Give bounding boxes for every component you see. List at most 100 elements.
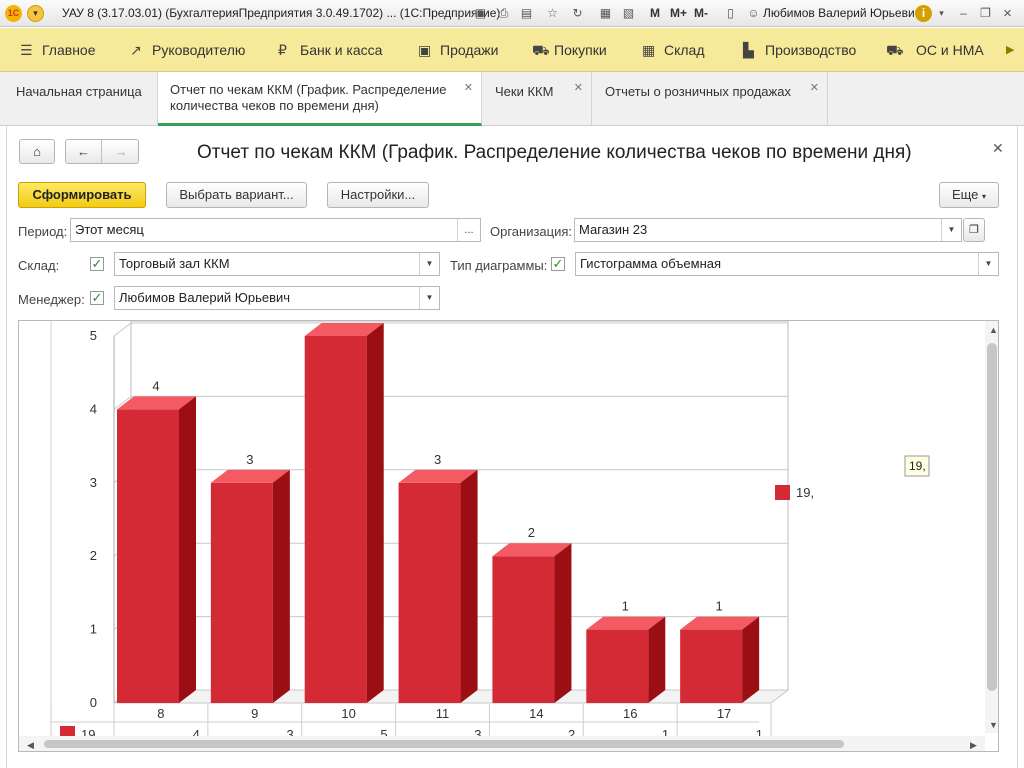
section-warehouse[interactable]: ▦ Склад	[642, 28, 705, 72]
bar-side	[179, 396, 196, 703]
bar-data-label: 3	[434, 452, 441, 467]
chart-type-value: Гистограмма объемная	[580, 256, 722, 271]
forward-arrow-icon[interactable]: →	[114, 144, 128, 159]
bar-top	[210, 469, 290, 483]
section-label: Банк и касса	[300, 42, 383, 58]
minimize-icon[interactable]: –	[960, 6, 967, 20]
ruble-icon: ₽	[278, 42, 287, 58]
history-icon[interactable]: ↻	[572, 6, 583, 20]
calculator-icon[interactable]: ▦	[599, 6, 612, 20]
select-variant-button[interactable]: Выбрать вариант...	[166, 182, 307, 208]
bar-top	[492, 543, 572, 557]
chevron-down-icon[interactable]: ▼	[419, 287, 439, 309]
scroll-left-icon[interactable]: ◀	[27, 740, 34, 750]
scroll-down-icon[interactable]: ▼	[989, 720, 998, 730]
section-label: Главное	[42, 42, 96, 58]
tooltip-text: 19,	[909, 459, 926, 473]
tab-home[interactable]: Начальная страница	[6, 72, 158, 126]
check-icon: ✓	[91, 290, 103, 305]
panels-icon[interactable]: ▯	[727, 6, 734, 20]
period-label: Период:	[18, 224, 68, 239]
table-value: 1	[662, 727, 669, 742]
section-assets[interactable]: ⛟ ОС и НМА	[886, 28, 984, 72]
generate-button[interactable]: Сформировать	[18, 182, 146, 208]
info-dropdown-icon[interactable]: ▾	[939, 8, 944, 18]
section-purchases[interactable]: ⛟ Покупки	[532, 28, 607, 72]
close-window-icon[interactable]: ×	[1003, 5, 1012, 22]
organization-field[interactable]: Магазин 23 ▼	[574, 218, 962, 242]
tab-report[interactable]: Отчет по чекам ККМ (График. Распределени…	[158, 72, 482, 126]
warehouse-checkbox[interactable]: ✓	[90, 257, 104, 271]
save-icon[interactable]: ▣	[474, 6, 487, 20]
x-tick-label: 8	[157, 706, 164, 721]
chevron-down-icon[interactable]: ▼	[419, 253, 439, 275]
vertical-scrollbar-thumb[interactable]	[987, 343, 997, 691]
nav-buttons: ← →	[65, 139, 139, 164]
preview-icon[interactable]: ▤	[520, 6, 533, 20]
table-value: 5	[380, 727, 387, 742]
close-tab-icon[interactable]: ✕	[809, 82, 819, 94]
memory-minus-button[interactable]: M-	[694, 6, 708, 20]
info-icon[interactable]: i	[915, 5, 932, 22]
close-tab-icon[interactable]: ✕	[463, 82, 473, 94]
table-value: 4	[193, 727, 200, 742]
memory-plus-button[interactable]: M+	[670, 6, 688, 20]
chart-type-label: Тип диаграммы:	[450, 258, 548, 273]
manager-label: Менеджер:	[18, 292, 85, 307]
x-tick-label: 10	[341, 706, 355, 721]
home-button[interactable]: ⌂	[19, 139, 55, 164]
scroll-right-icon[interactable]: ▶	[970, 740, 977, 750]
warehouse-field[interactable]: Торговый зал ККМ ▼	[114, 252, 440, 276]
chart-type-checkbox[interactable]: ✓	[551, 257, 565, 271]
choose-period-button[interactable]: ...	[457, 219, 480, 241]
section-sales[interactable]: ▣ Продажи	[418, 28, 498, 72]
close-form-icon[interactable]: ✕	[992, 140, 1004, 156]
table-value: 3	[286, 727, 293, 742]
print-icon[interactable]: ⎙	[498, 6, 509, 20]
restore-icon[interactable]: ❐	[980, 6, 991, 20]
memory-button[interactable]: M	[650, 6, 660, 20]
menu-scroll-right-icon[interactable]: ▶	[1006, 44, 1015, 56]
section-bank[interactable]: ₽ Банк и касса	[278, 28, 382, 72]
horizontal-scrollbar-thumb[interactable]	[44, 740, 844, 748]
period-field[interactable]: Этот месяц...	[70, 218, 481, 242]
chevron-down-icon[interactable]: ▼	[941, 219, 961, 241]
back-arrow-icon[interactable]: ←	[66, 140, 102, 163]
user-icon: ☺	[747, 6, 760, 20]
truck-icon: ⛟	[886, 42, 904, 58]
app-logo-icon[interactable]: 1С	[5, 5, 22, 22]
y-tick-label: 1	[90, 622, 97, 637]
y-tick-label: 0	[90, 695, 97, 710]
tab-retail-reports[interactable]: Отчеты о розничных продажах ✕	[592, 72, 828, 126]
tab-receipts[interactable]: Чеки ККМ ✕	[482, 72, 592, 126]
bar	[117, 409, 179, 703]
chart-type-field[interactable]: Гистограмма объемная ▼	[575, 252, 999, 276]
settings-button[interactable]: Настройки...	[327, 182, 429, 208]
open-organization-button[interactable]: ❐	[963, 218, 985, 242]
favorites-icon[interactable]: ☆	[547, 6, 558, 20]
y-tick-label: 3	[90, 475, 97, 490]
section-production[interactable]: ▙ Производство	[743, 28, 856, 72]
calendar-icon[interactable]: ▧	[622, 6, 635, 20]
bar-side	[648, 616, 666, 703]
warehouse-label: Склад:	[18, 258, 60, 273]
section-main[interactable]: ☰ Главное	[20, 28, 96, 72]
close-tab-icon[interactable]: ✕	[573, 82, 583, 94]
tab-label: Отчеты о розничных продажах	[605, 84, 791, 99]
user-name[interactable]: Любимов Валерий Юрьевич	[763, 6, 921, 20]
report-result-area[interactable]: 0 1 2 3 4 5 4 3 3 2 1 1 8 4 9 3 10 5 11 3 14 2 16 1 17 1 19, 19, 19,…	[18, 320, 999, 752]
open-windows-tabs: Начальная страница Отчет по чекам ККМ (Г…	[0, 72, 1024, 126]
scroll-up-icon[interactable]: ▲	[989, 325, 998, 335]
section-management[interactable]: ↗ Руководителю	[130, 28, 245, 72]
bar-side	[460, 469, 478, 703]
chevron-down-icon[interactable]: ▼	[978, 253, 998, 275]
app-menu-icon[interactable]: ▾	[27, 5, 44, 22]
bar-side	[554, 543, 572, 703]
bar-top	[304, 323, 384, 336]
more-button[interactable]: Еще ▾	[939, 182, 999, 208]
manager-field[interactable]: Любимов Валерий Юрьевич ▼	[114, 286, 440, 310]
organization-value: Магазин 23	[579, 222, 648, 237]
manager-checkbox[interactable]: ✓	[90, 291, 104, 305]
bar	[680, 629, 743, 703]
